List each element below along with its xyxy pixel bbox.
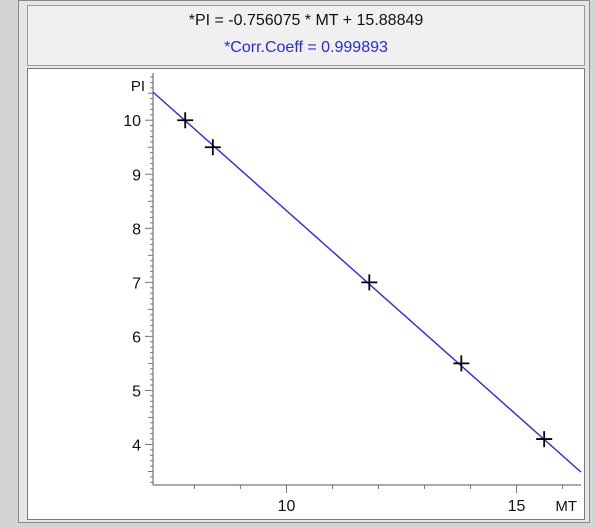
x-tick-label: 10 [278,498,296,515]
y-tick-label: 10 [123,113,141,130]
y-tick-label: 9 [132,167,141,184]
data-point-marker [204,139,221,156]
y-tick-label: 7 [132,275,141,292]
x-tick-label: 15 [508,498,526,515]
scatter-chart: 4 5 6 7 8 9 10 10 15 PI MT [123,73,582,515]
y-tick-label: 5 [132,383,141,400]
data-point-marker [361,274,378,291]
correlation-coefficient: *Corr.Coeff = 0.999893 [224,39,388,56]
data-point-marker [536,431,553,448]
y-tick-label: 4 [132,437,141,454]
y-axis-label: PI [131,78,145,95]
x-axis-label: MT [555,498,577,515]
y-tick-label: 6 [132,329,141,346]
plot-panel: 4 5 6 7 8 9 10 10 15 PI MT [27,68,585,520]
regression-equation: *PI = -0.756075 * MT + 15.88849 [188,12,424,29]
regression-header: *PI = -0.756075 * MT + 15.88849 *Corr.Co… [27,5,585,66]
y-tick-label: 8 [132,221,141,238]
data-point-marker [453,355,470,372]
data-point-marker [177,112,194,129]
